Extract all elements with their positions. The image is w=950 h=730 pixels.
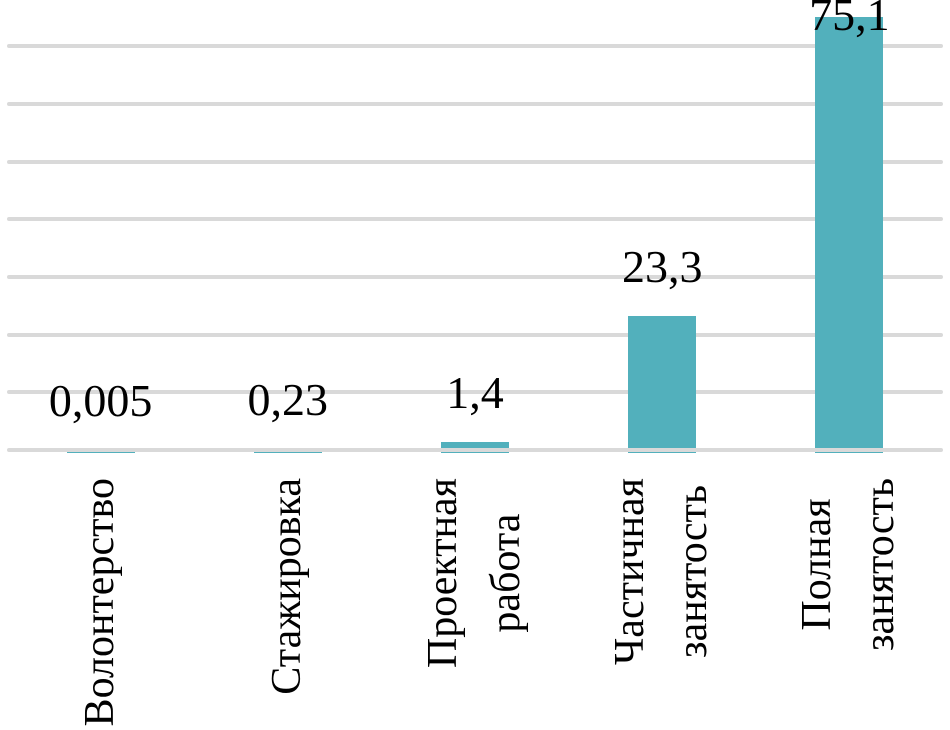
category-label-line: Стажировка bbox=[264, 478, 311, 695]
bar-4 bbox=[628, 315, 697, 453]
category-label-line: Волонтерство bbox=[77, 478, 124, 727]
category-label-line: занятость bbox=[670, 484, 717, 659]
x-axis-line bbox=[7, 448, 943, 452]
bar-5 bbox=[815, 16, 884, 453]
value-label-2: 0,23 bbox=[247, 373, 329, 425]
bar-3 bbox=[441, 441, 509, 453]
category-label-2: Стажировка bbox=[256, 478, 319, 695]
gridline bbox=[7, 44, 943, 49]
value-label-3: 1,4 bbox=[446, 366, 504, 418]
category-label-line: работа bbox=[483, 513, 529, 633]
category-label-1: Волонтерство bbox=[69, 478, 132, 726]
category-label-line: Проектная bbox=[420, 478, 466, 669]
gridline bbox=[7, 159, 943, 164]
category-label-3: Проектная работа bbox=[412, 478, 538, 668]
category-label-line: занятость bbox=[857, 478, 904, 652]
gridline bbox=[7, 101, 943, 106]
category-label-4: Частичная занятость bbox=[599, 478, 725, 665]
category-label-line: Частичная bbox=[607, 478, 654, 665]
gridline bbox=[7, 332, 943, 337]
category-label-line: Полная bbox=[794, 498, 841, 631]
category-label-5: Полная занятость bbox=[786, 478, 912, 651]
value-label-5: 75,1 bbox=[809, 0, 890, 40]
value-label-4: 23,3 bbox=[621, 240, 703, 292]
gridline bbox=[7, 274, 943, 279]
gridline bbox=[7, 217, 943, 222]
gridline bbox=[7, 390, 943, 395]
value-label-1: 0,005 bbox=[48, 374, 153, 426]
